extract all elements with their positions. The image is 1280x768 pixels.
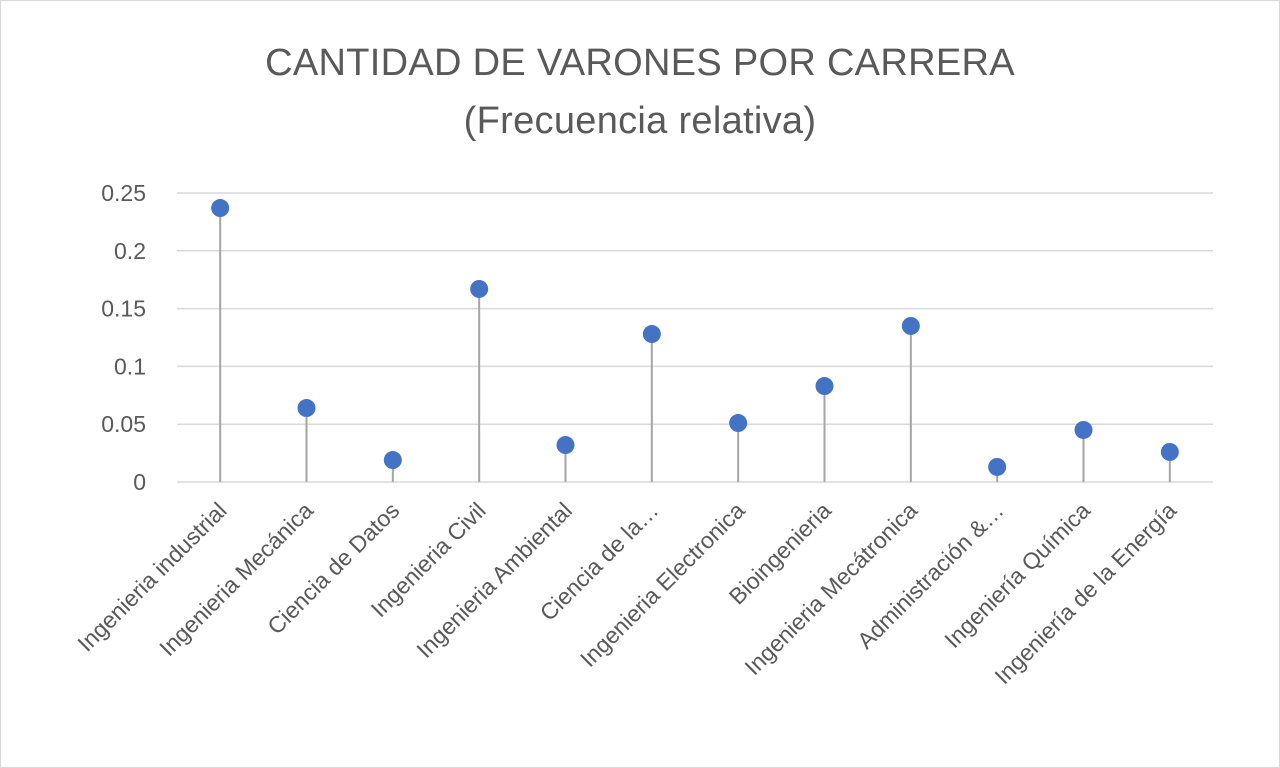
x-category-label: Ingenieria Electronica <box>575 497 750 672</box>
data-point <box>729 414 748 433</box>
x-category-label: Ingenieria industrial <box>72 497 231 656</box>
x-category-label: Administración &… <box>852 497 1009 654</box>
x-category-label: Ingeniería de la Energía <box>989 497 1181 689</box>
data-point <box>383 451 402 470</box>
x-category-label: Ingeniería Química <box>939 497 1095 653</box>
data-point <box>1074 420 1093 439</box>
data-point <box>297 399 316 418</box>
data-point <box>642 325 661 344</box>
data-point <box>815 377 834 396</box>
data-point <box>901 316 920 335</box>
y-tick-label: 0.1 <box>114 353 146 379</box>
y-tick-label: 0 <box>133 469 146 495</box>
x-category-label: Ingenieria Mecátronica <box>739 497 922 680</box>
y-tick-label: 0.25 <box>101 180 146 206</box>
data-point <box>556 436 575 455</box>
chart-title-line: CANTIDAD DE VARONES POR CARRERA <box>265 42 1015 84</box>
data-point <box>1160 442 1179 461</box>
y-tick-label: 0.2 <box>114 238 146 264</box>
data-point <box>988 457 1007 476</box>
chart-subtitle-line: (Frecuencia relativa) <box>463 100 817 142</box>
y-tick-label: 0.15 <box>101 296 146 322</box>
x-category-label: Ingenieria Mecánica <box>154 497 318 661</box>
data-point <box>211 199 230 218</box>
x-category-label: Ingenieria Ambiental <box>411 497 577 663</box>
data-point <box>470 279 489 298</box>
y-tick-label: 0.05 <box>101 411 146 437</box>
chart-title: CANTIDAD DE VARONES POR CARRERA (Frecuen… <box>0 34 1280 150</box>
